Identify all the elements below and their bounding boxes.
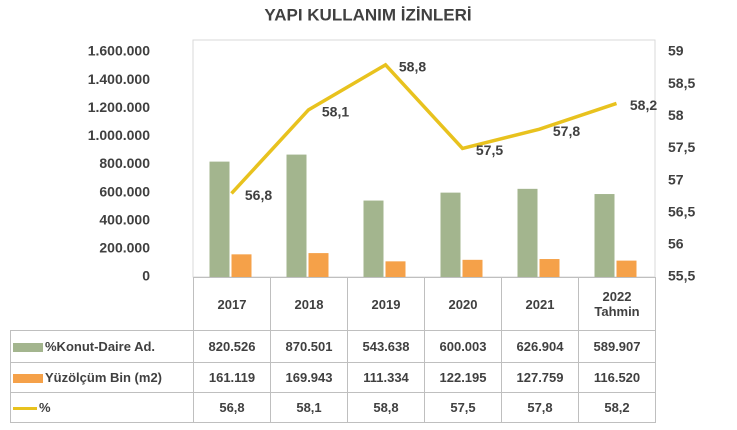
- blank: [11, 278, 194, 331]
- bar: [385, 261, 406, 277]
- y-tick-label: 1.200.000: [88, 99, 150, 115]
- y2-tick-label: 59: [668, 43, 684, 59]
- legend-swatch: [13, 343, 43, 353]
- y-tick-label: 400.000: [99, 211, 150, 227]
- y-tick-label: 0: [142, 268, 150, 284]
- bar: [209, 161, 230, 277]
- data-label: 58,1: [322, 104, 349, 120]
- y-tick-label: 600.000: [99, 183, 150, 199]
- bar: [594, 194, 615, 277]
- data-label: 58,2: [630, 97, 657, 113]
- table-value: 58,1: [270, 392, 348, 423]
- bar: [440, 192, 461, 277]
- y2-tick-label: 55,5: [668, 268, 695, 284]
- table-value: 122.195: [424, 362, 502, 393]
- legend-label: %Konut-Daire Ad.: [45, 339, 156, 354]
- category-label: 2021: [501, 277, 579, 331]
- bar: [308, 253, 329, 277]
- legend-swatch: [13, 407, 37, 411]
- table-value: 543.638: [347, 330, 425, 363]
- data-label: 58,8: [399, 59, 426, 75]
- legend-entry: Yüzölçüm Bin (m2): [10, 362, 194, 393]
- series-row: %Konut-Daire Ad. 820.526 870.501 543.638 600…: [10, 330, 656, 363]
- y-tick-label: 200.000: [99, 240, 150, 256]
- table-value: 820.526: [193, 330, 271, 363]
- line: [230, 62, 618, 195]
- bar: [462, 259, 483, 277]
- data-label: 57,8: [553, 123, 580, 139]
- category-label: 2017: [193, 277, 271, 331]
- bar: [286, 154, 307, 277]
- series-row: Yüzölçüm Bin (m2) 161.119 169.943 111.334 12…: [10, 362, 656, 393]
- table-value: 161.119: [193, 362, 271, 393]
- table-value: 56,8: [193, 392, 271, 423]
- table-value: 111.334: [347, 362, 425, 393]
- category-label: 2018: [270, 277, 348, 331]
- table-value: 58,8: [347, 392, 425, 423]
- table-value: 600.003: [424, 330, 502, 363]
- bar: [616, 260, 637, 277]
- legend-entry: %Konut-Daire Ad.: [10, 330, 194, 363]
- bar: [539, 259, 560, 277]
- y-tick-label: 800.000: [99, 155, 150, 171]
- table-value: 127.759: [501, 362, 579, 393]
- bar: [517, 188, 538, 277]
- legend-swatch: [13, 374, 43, 384]
- y-tick-label: 1.000.000: [88, 127, 150, 143]
- y2-tick-label: 56,5: [668, 203, 695, 219]
- legend-entry: %: [10, 392, 194, 423]
- y2-tick-label: 58,5: [668, 75, 695, 91]
- y-tick-label: 1.600.000: [88, 43, 150, 59]
- table-value: 57,8: [501, 392, 579, 423]
- data-label: 57,5: [476, 142, 503, 158]
- table-value: 58,2: [578, 392, 656, 423]
- data-table: 2017 2018 2019 2020 2021 2022 Tahmin %Konut-Da…: [10, 277, 656, 423]
- table-value: 870.501: [270, 330, 348, 363]
- y-tick-label: 1.400.000: [88, 71, 150, 87]
- table-value: 169.943: [270, 362, 348, 393]
- y2-tick-label: 56: [668, 236, 684, 252]
- y2-tick-label: 57,5: [668, 139, 695, 155]
- category-label: 2020: [424, 277, 502, 331]
- chart-title: YAPI KULLANIM İZİNLERİ: [264, 5, 471, 24]
- series-row: % 56,8 58,1 58,8 57,5 57,8 58,2: [10, 392, 656, 423]
- y2-tick-label: 57: [668, 171, 684, 187]
- data-label: 56,8: [245, 187, 272, 203]
- table-value: 589.907: [578, 330, 656, 363]
- legend-label: %: [39, 400, 51, 415]
- y2-tick-label: 58: [668, 107, 684, 123]
- table-value: 116.520: [578, 362, 656, 393]
- bar: [231, 254, 252, 277]
- table-value: 57,5: [424, 392, 502, 423]
- bar: [363, 200, 384, 277]
- category-label: 2022 Tahmin: [578, 277, 656, 331]
- category-label: 2019: [347, 277, 425, 331]
- table-value: 626.904: [501, 330, 579, 363]
- header-row: 2017 2018 2019 2020 2021 2022 Tahmin: [11, 277, 656, 331]
- legend-label: Yüzölçüm Bin (m2): [45, 370, 163, 385]
